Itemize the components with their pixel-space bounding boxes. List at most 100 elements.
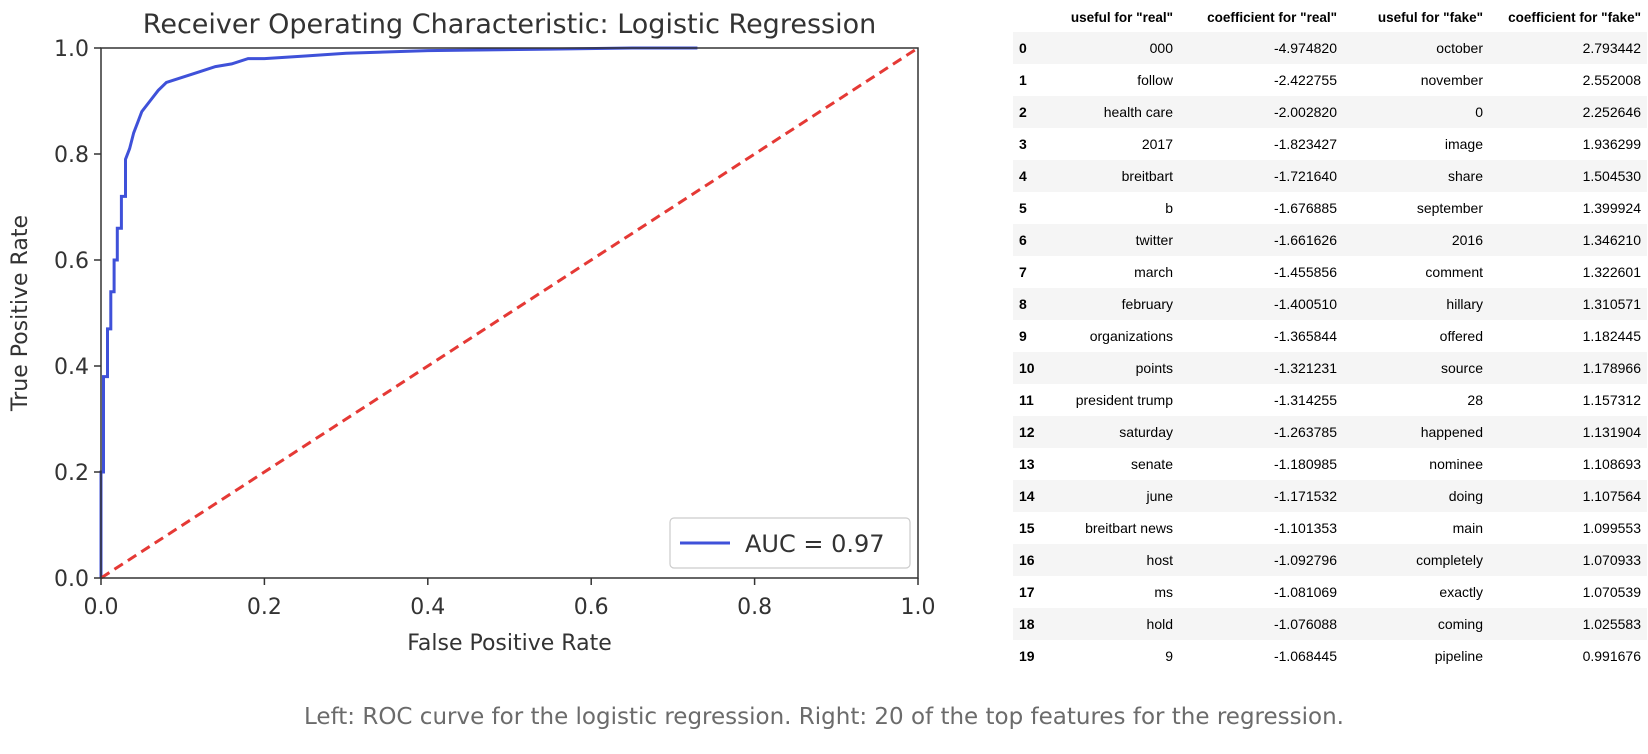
table-cell-coef-fake: 1.182445 <box>1582 328 1641 344</box>
table-row: 19 9 -1.068445 pipeline 0.991676 <box>1013 640 1647 672</box>
legend-label: AUC = 0.97 <box>745 530 885 558</box>
table-cell-coef-fake: 2.252646 <box>1582 104 1641 120</box>
table-cell-index: 3 <box>1019 136 1027 152</box>
roc-chart: Receiver Operating Characteristic: Logis… <box>8 9 936 656</box>
table-cell-index: 13 <box>1019 456 1035 472</box>
table-cell-coef-real: -1.400510 <box>1273 296 1337 312</box>
table-row: 8 february -1.400510 hillary 1.310571 <box>1013 288 1647 320</box>
table-cell-coef-fake: 1.322601 <box>1582 264 1641 280</box>
table-cell-index: 2 <box>1019 104 1027 120</box>
roc-chart-svg: Receiver Operating Characteristic: Logis… <box>8 9 936 656</box>
x-tick-label: 0.0 <box>84 595 119 620</box>
table-row: 14 june -1.171532 doing 1.107564 <box>1013 480 1647 512</box>
table-cell-coef-real: -4.974820 <box>1273 40 1337 56</box>
table-row: 12 saturday -1.263785 happened 1.131904 <box>1013 416 1647 448</box>
table-cell-coef-real: -1.101353 <box>1273 520 1337 536</box>
table-cell-coef-real: -1.068445 <box>1273 648 1337 664</box>
table-cell-coef-real: -1.321231 <box>1273 360 1337 376</box>
table-cell-useful-fake: september <box>1416 200 1483 216</box>
features-table: useful for "real" coefficient for "real"… <box>1013 2 1647 672</box>
table-row: 1 follow -2.422755 november 2.552008 <box>1013 64 1647 96</box>
table-cell-useful-real: hold <box>1146 616 1173 632</box>
table-cell-coef-real: -2.422755 <box>1273 72 1337 88</box>
table-cell-useful-real: february <box>1121 296 1173 312</box>
table-cell-coef-fake: 1.108693 <box>1582 456 1641 472</box>
table-cell-coef-real: -1.314255 <box>1273 392 1337 408</box>
x-axis-label: False Positive Rate <box>407 631 611 656</box>
table-cell-coef-real: -1.171532 <box>1273 488 1337 504</box>
table-cell-useful-real: breitbart <box>1121 168 1173 184</box>
table-cell-coef-real: -2.002820 <box>1273 104 1337 120</box>
table-cell-useful-real: twitter <box>1135 232 1173 248</box>
table-cell-index: 17 <box>1019 584 1035 600</box>
table-cell-useful-fake: comment <box>1425 264 1483 280</box>
table-cell-useful-real: 2017 <box>1141 136 1173 152</box>
table-row: 7 march -1.455856 comment 1.322601 <box>1013 256 1647 288</box>
table-cell-coef-fake: 1.070933 <box>1582 552 1641 568</box>
x-tick-label: 1.0 <box>901 595 936 620</box>
table-cell-index: 9 <box>1019 328 1027 344</box>
table-cell-index: 15 <box>1019 520 1035 536</box>
table-cell-useful-real: ms <box>1154 584 1173 600</box>
table-cell-index: 16 <box>1019 552 1035 568</box>
table-cell-coef-fake: 1.504530 <box>1582 168 1641 184</box>
table-row: 4 breitbart -1.721640 share 1.504530 <box>1013 160 1647 192</box>
table-cell-useful-fake: october <box>1436 40 1483 56</box>
table-cell-index: 4 <box>1019 168 1027 184</box>
table-cell-coef-fake: 1.025583 <box>1582 616 1641 632</box>
table-row: 5 b -1.676885 september 1.399924 <box>1013 192 1647 224</box>
x-tick-label: 0.8 <box>737 595 772 620</box>
table-row: 6 twitter -1.661626 2016 1.346210 <box>1013 224 1647 256</box>
table-cell-useful-fake: hillary <box>1446 296 1483 312</box>
table-cell-useful-fake: main <box>1452 520 1483 536</box>
table-cell-coef-fake: 1.399924 <box>1582 200 1641 216</box>
table-cell-coef-fake: 1.099553 <box>1582 520 1641 536</box>
y-tick-label: 0.4 <box>54 355 89 380</box>
table-cell-index: 7 <box>1019 264 1027 280</box>
table-cell-coef-fake: 1.157312 <box>1582 392 1641 408</box>
table-header-coef-real: coefficient for "real" <box>1207 9 1337 25</box>
table-cell-coef-real: -1.365844 <box>1273 328 1337 344</box>
y-tick-label: 1.0 <box>54 37 89 62</box>
table-cell-coef-real: -1.081069 <box>1273 584 1337 600</box>
table-cell-coef-fake: 1.346210 <box>1582 232 1641 248</box>
table-cell-coef-real: -1.721640 <box>1273 168 1337 184</box>
table-cell-useful-real: breitbart news <box>1085 520 1173 536</box>
y-axis-label: True Positive Rate <box>8 215 33 412</box>
table-cell-useful-fake: pipeline <box>1434 648 1483 664</box>
x-tick-label: 0.4 <box>410 595 445 620</box>
table-cell-coef-real: -1.455856 <box>1273 264 1337 280</box>
table-cell-useful-fake: 0 <box>1475 104 1483 120</box>
table-row: 2 health care -2.002820 0 2.252646 <box>1013 96 1647 128</box>
table-cell-useful-fake: exactly <box>1439 584 1483 600</box>
table-cell-coef-fake: 1.310571 <box>1582 296 1641 312</box>
features-table-container: useful for "real" coefficient for "real"… <box>1013 2 1648 672</box>
table-cell-coef-fake: 1.107564 <box>1582 488 1641 504</box>
plot-area-frame <box>100 47 919 579</box>
table-cell-useful-fake: happened <box>1420 424 1483 440</box>
table-cell-useful-real: health care <box>1103 104 1173 120</box>
y-tick-label: 0.8 <box>54 143 89 168</box>
table-row: 18 hold -1.076088 coming 1.025583 <box>1013 608 1647 640</box>
table-cell-useful-real: 000 <box>1149 40 1173 56</box>
table-cell-coef-real: -1.076088 <box>1273 616 1337 632</box>
table-cell-useful-real: senate <box>1130 456 1173 472</box>
table-cell-useful-fake: source <box>1440 360 1483 376</box>
x-tick-label: 0.2 <box>247 595 282 620</box>
table-cell-coef-fake: 1.070539 <box>1582 584 1641 600</box>
table-header-useful-real: useful for "real" <box>1070 9 1173 25</box>
table-row: 15 breitbart news -1.101353 main 1.099553 <box>1013 512 1647 544</box>
table-row: 13 senate -1.180985 nominee 1.108693 <box>1013 448 1647 480</box>
table-row: 9 organizations -1.365844 offered 1.182445 <box>1013 320 1647 352</box>
table-cell-useful-real: b <box>1165 200 1173 216</box>
table-cell-useful-real: 9 <box>1165 648 1173 664</box>
table-row: 3 2017 -1.823427 image 1.936299 <box>1013 128 1647 160</box>
table-cell-index: 8 <box>1019 296 1027 312</box>
table-cell-index: 5 <box>1019 200 1027 216</box>
table-cell-useful-fake: doing <box>1448 488 1483 504</box>
y-tick-label: 0.2 <box>54 461 89 486</box>
table-cell-index: 11 <box>1019 392 1034 408</box>
table-header-row: useful for "real" coefficient for "real"… <box>1013 2 1647 32</box>
table-cell-coef-real: -1.263785 <box>1273 424 1337 440</box>
table-cell-useful-fake: offered <box>1439 328 1483 344</box>
